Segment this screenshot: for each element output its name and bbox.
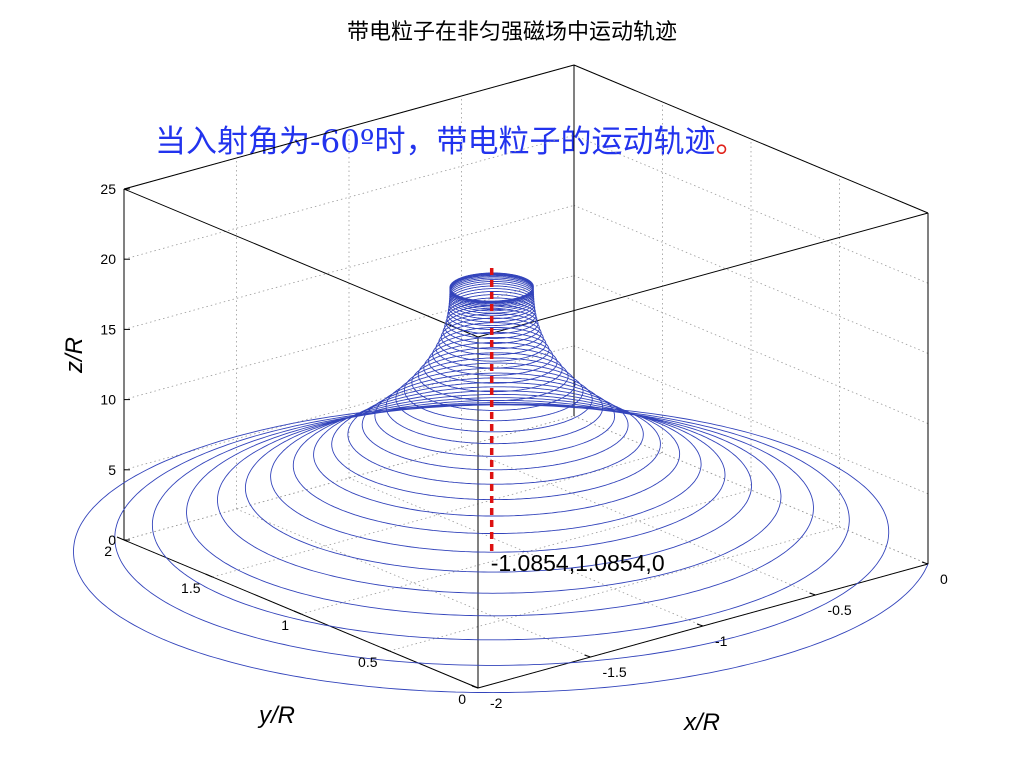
grid-line xyxy=(123,205,575,330)
grid-line xyxy=(573,275,929,424)
y-tick-mark xyxy=(205,573,213,578)
x-axis-label: x/R xyxy=(683,709,720,736)
x-tick-label: -2 xyxy=(490,695,503,711)
y-tick-mark xyxy=(116,536,125,541)
box-edge xyxy=(123,188,479,338)
x-tick-mark xyxy=(809,592,816,596)
y-tick-mark xyxy=(382,647,390,652)
box-edge xyxy=(123,64,575,190)
axis-labels: -1.0854,1.0854,0 z/R y/R x/R xyxy=(61,337,720,736)
z-tick-label: 10 xyxy=(100,392,116,408)
grid-line xyxy=(348,477,704,627)
grid-line xyxy=(389,526,840,652)
grid-line xyxy=(236,508,591,658)
y-tick-label: 0.5 xyxy=(358,654,378,670)
x-tick-label: -0.5 xyxy=(828,602,852,618)
trajectory-curve xyxy=(73,272,929,694)
grid-line xyxy=(461,446,816,596)
grid-line xyxy=(573,134,929,284)
y-tick-mark xyxy=(293,610,302,615)
axes-box xyxy=(123,64,929,689)
y-tick-label: 1 xyxy=(281,617,289,633)
x-tick-mark xyxy=(471,685,479,689)
grid-line xyxy=(300,489,752,615)
chart-title: 带电粒子在非匀强磁场中运动轨迹 xyxy=(346,20,677,45)
z-axis-label: z/R xyxy=(61,337,88,374)
box-edge xyxy=(573,64,929,214)
trajectory-group xyxy=(73,263,929,694)
grid-line xyxy=(573,415,929,565)
z-tick-label: 0 xyxy=(108,532,116,548)
annotation-period: 。 xyxy=(715,124,747,160)
y-tick-label: 0 xyxy=(458,691,466,707)
x-tick-label: -1.5 xyxy=(603,664,627,680)
z-tick-label: 25 xyxy=(100,181,116,197)
y-axis-label: y/R xyxy=(257,702,295,729)
x-tick-label: 0 xyxy=(940,571,948,587)
grid-line xyxy=(123,345,575,471)
grid-line xyxy=(123,275,575,400)
z-tick-label: 15 xyxy=(100,321,116,337)
grid-line xyxy=(212,452,663,578)
grid-line xyxy=(123,134,575,260)
box-edge xyxy=(477,212,929,338)
y-tick-label: 2 xyxy=(104,543,112,559)
y-tick-label: 1.5 xyxy=(181,580,201,596)
grid-line xyxy=(573,205,929,354)
annotation-text: 当入射角为-60º时，带电粒子的运动轨迹。 xyxy=(155,116,747,161)
x-tick-label: -1 xyxy=(715,633,728,649)
x-tick-mark xyxy=(696,623,704,627)
grid-line xyxy=(573,345,929,495)
z-tick-label: 20 xyxy=(100,251,116,267)
z-tick-label: 5 xyxy=(108,462,116,478)
grid xyxy=(123,64,929,689)
annotation-main: 当入射角为-60º时，带电粒子的运动轨迹 xyxy=(155,124,716,160)
tick-labels: 0 5 10 15 20 25 0 0.5 1 1.5 2 -2 -1.5 -1 -0.5 0 xyxy=(100,181,948,711)
x-tick-mark xyxy=(584,654,591,658)
x-tick-mark xyxy=(921,561,929,565)
point-label: -1.0854,1.0854,0 xyxy=(491,550,665,576)
grid-line xyxy=(123,415,575,541)
